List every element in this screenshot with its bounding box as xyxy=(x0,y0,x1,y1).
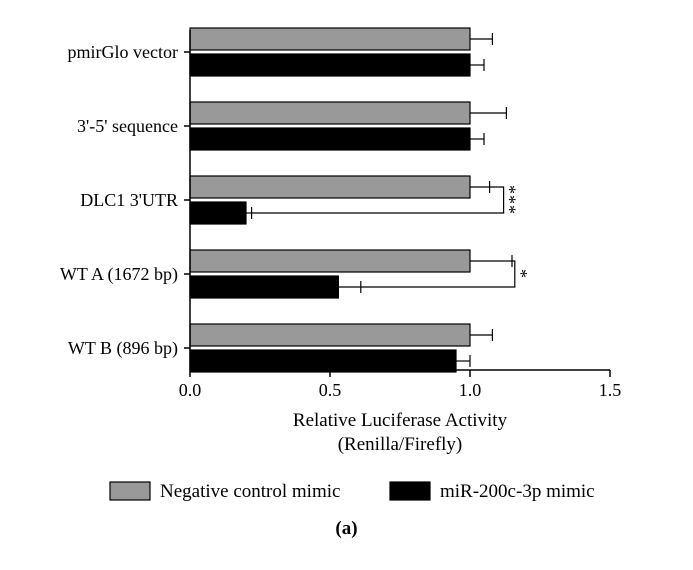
category-label: WT B (896 bp) xyxy=(68,338,178,359)
bar-mir xyxy=(190,276,338,298)
x-tick-label: 1.0 xyxy=(459,380,482,400)
bar-mir xyxy=(190,350,456,372)
legend-label-control: Negative control mimic xyxy=(160,481,340,502)
legend-label-mir: miR-200c-3p mimic xyxy=(440,481,595,502)
legend-swatch-control xyxy=(110,482,150,500)
category-label: pmirGlo vector xyxy=(68,42,178,62)
category-label: WT A (1672 bp) xyxy=(60,264,178,285)
bar-mir xyxy=(190,202,246,224)
x-axis-label-1: Relative Luciferase Activity xyxy=(293,410,508,431)
chart-container: pmirGlo vector 3'-5' sequence DLC1 3'UTR WT… xyxy=(0,0,693,570)
bar-control xyxy=(190,102,470,124)
bar-mir xyxy=(190,54,470,76)
x-tick-label: 0.5 xyxy=(319,380,342,400)
significance-label: *** xyxy=(500,185,520,215)
legend-swatch-mir xyxy=(390,482,430,500)
bar-mir xyxy=(190,128,470,150)
bar-control xyxy=(190,28,470,50)
x-tick-label: 0.0 xyxy=(179,380,202,400)
panel-label: (a) xyxy=(335,518,357,539)
x-axis-label-2: (Renilla/Firefly) xyxy=(338,434,463,455)
category-label: DLC1 3'UTR xyxy=(80,190,178,210)
chart-svg: pmirGlo vector 3'-5' sequence DLC1 3'UTR WT… xyxy=(0,0,693,570)
category-label: 3'-5' sequence xyxy=(77,116,178,136)
bar-control xyxy=(190,324,470,346)
bar-control xyxy=(190,176,470,198)
significance-label: * xyxy=(511,269,531,279)
x-tick-label: 1.5 xyxy=(599,380,622,400)
bar-control xyxy=(190,250,470,272)
